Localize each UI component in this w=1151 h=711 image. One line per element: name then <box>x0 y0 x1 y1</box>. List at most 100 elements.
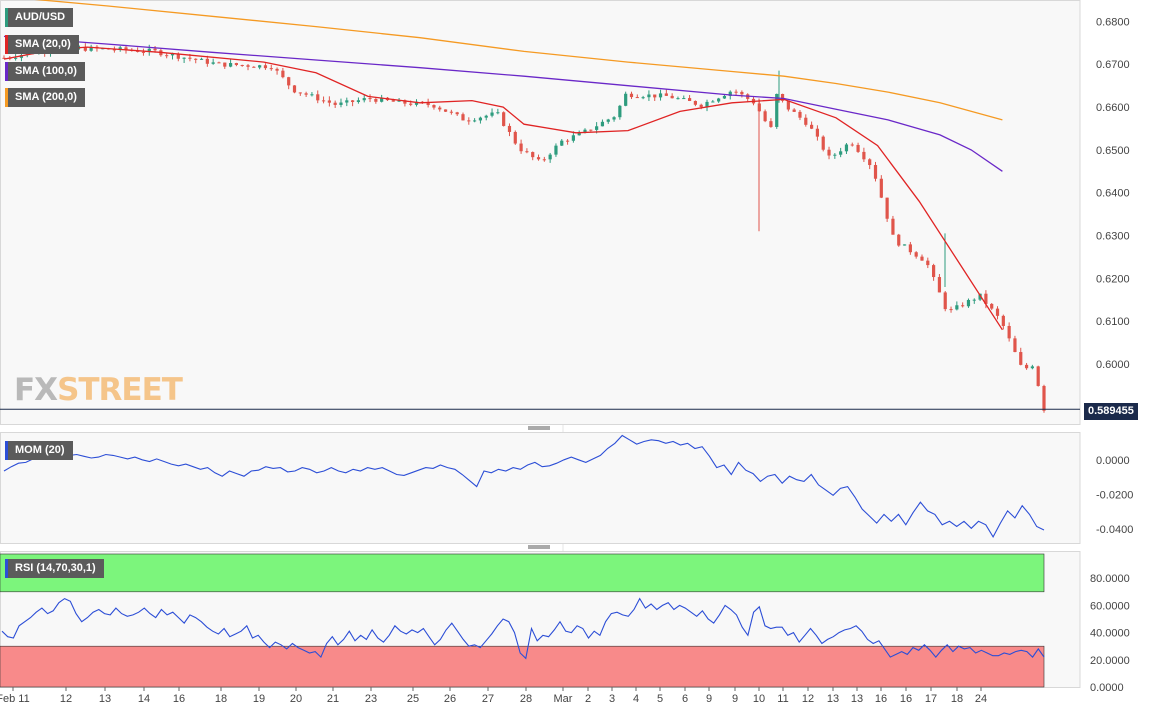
candle-body <box>397 100 401 102</box>
candle-body <box>194 58 198 60</box>
candle-body <box>345 100 349 103</box>
candle-body <box>310 94 314 96</box>
candle-body <box>223 62 227 67</box>
candle-body <box>234 63 239 65</box>
brand-street: STREET <box>57 372 183 408</box>
candle-body <box>583 129 587 133</box>
candle-body <box>926 260 930 266</box>
x-tick-label: 10 <box>753 693 765 705</box>
candle-body <box>316 94 320 101</box>
x-tick-label: Feb 11 <box>0 693 30 705</box>
candle-body <box>362 98 366 101</box>
candle-body <box>908 244 912 253</box>
price-tick-label: 0.6400 <box>1096 188 1130 200</box>
x-tick-label: 12 <box>60 693 72 705</box>
candle-body <box>647 94 651 98</box>
candle-body <box>920 256 924 261</box>
candle-body <box>327 100 331 103</box>
legend-sma200[interactable]: SMA (200,0) <box>5 88 85 107</box>
candle-body <box>380 97 384 102</box>
x-tick-label: 13 <box>99 693 111 705</box>
candle-body <box>351 100 355 102</box>
fxstreet-logo: FXSTREET <box>14 372 183 408</box>
x-tick-label: 18 <box>215 693 227 705</box>
candle-body <box>612 117 616 120</box>
candle-body <box>955 305 959 310</box>
candle-body <box>513 131 517 144</box>
candle-body <box>269 68 273 70</box>
candle-body <box>211 62 215 64</box>
candle-body <box>531 152 535 158</box>
candle-body <box>507 125 512 132</box>
candle-body <box>972 299 976 301</box>
candle-body <box>978 293 982 300</box>
candle-body <box>571 135 575 141</box>
candle-body <box>281 70 285 78</box>
candle-body <box>780 93 785 101</box>
price-tick-label: 0.6200 <box>1096 273 1130 285</box>
mom-tick-label: 0.0000 <box>1096 455 1130 467</box>
panel-frame <box>0 432 1081 544</box>
x-tick-label: 16 <box>875 693 887 705</box>
candle-body <box>844 144 849 152</box>
x-tick-label: 27 <box>482 693 494 705</box>
x-tick-label: 21 <box>327 693 339 705</box>
candle-body <box>240 64 244 66</box>
candle-body <box>1042 385 1046 411</box>
x-tick-label: Mar <box>554 693 573 705</box>
candle-body <box>199 58 204 60</box>
legend-sma100[interactable]: SMA (100,0) <box>5 62 85 81</box>
candle-body <box>124 47 128 51</box>
legend-rsi[interactable]: RSI (14,70,30,1) <box>5 559 104 578</box>
mom-tick-label: -0.0200 <box>1096 489 1133 501</box>
candle-body <box>1036 366 1040 386</box>
candle-body <box>298 92 302 94</box>
candle-body <box>525 151 529 153</box>
x-tick-label: 18 <box>951 693 963 705</box>
candle-body <box>990 303 994 309</box>
price-candles <box>2 43 1046 413</box>
candle-body <box>304 93 308 95</box>
mom-line <box>3 434 1045 539</box>
candle-body <box>89 46 93 51</box>
candle-body <box>275 68 279 71</box>
candle-body <box>502 112 506 126</box>
candle-body <box>205 58 209 64</box>
candle-body <box>182 57 186 59</box>
price-tick-label: 0.6000 <box>1096 359 1130 371</box>
candle-body <box>995 308 1000 316</box>
x-tick-label: 14 <box>138 693 150 705</box>
candle-body <box>333 102 337 105</box>
candle-body <box>1019 352 1023 365</box>
x-tick-label: 19 <box>253 693 265 705</box>
candle-body <box>932 265 936 278</box>
legend-symbol-label: AUD/USD <box>15 11 66 23</box>
legend-sma20-label: SMA (20,0) <box>15 38 71 50</box>
candle-body <box>83 47 87 51</box>
candle-body <box>374 98 378 102</box>
candle-body <box>14 57 18 59</box>
x-tick-label: 11 <box>777 693 788 705</box>
candle-body <box>449 111 453 113</box>
candle-body <box>542 159 546 161</box>
candle-body <box>606 119 610 122</box>
candle-body <box>112 49 116 51</box>
candle-body <box>554 145 558 155</box>
legend-rsi-label: RSI (14,70,30,1) <box>15 562 96 574</box>
candle-body <box>815 128 820 137</box>
candle-body <box>426 102 430 106</box>
legend-mom[interactable]: MOM (20) <box>5 441 73 460</box>
x-tick-label: 17 <box>925 693 937 705</box>
candle-body <box>914 252 918 257</box>
candle-body <box>664 93 668 96</box>
candle-body <box>409 103 413 105</box>
candle-body <box>321 100 326 102</box>
candle-body <box>170 53 175 56</box>
candle-body <box>792 109 796 112</box>
legend-sma20[interactable]: SMA (20,0) <box>5 35 79 54</box>
legend-symbol[interactable]: AUD/USD <box>5 8 74 27</box>
x-tick-label: 20 <box>290 693 302 705</box>
candle-body <box>868 159 872 166</box>
candle-body <box>258 65 262 68</box>
